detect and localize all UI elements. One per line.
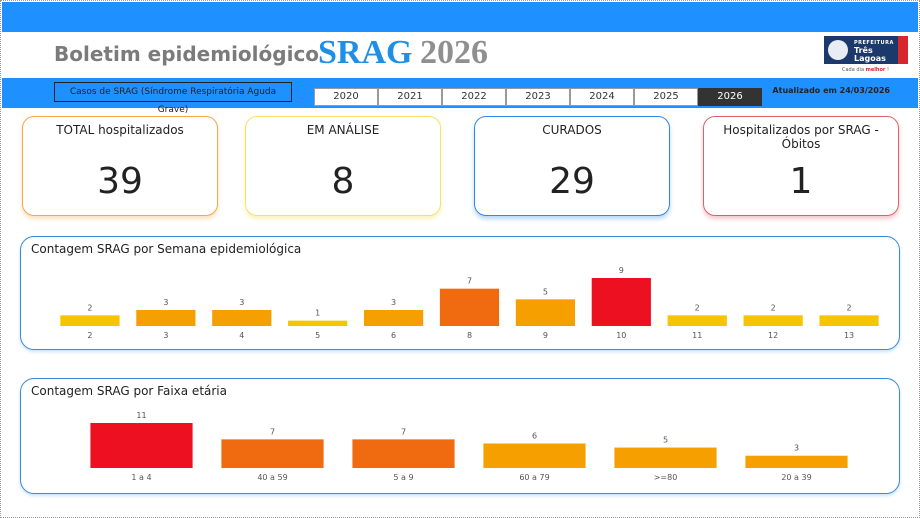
semana-value-label: 3 <box>391 298 396 307</box>
semana-bar-11[interactable] <box>667 315 727 326</box>
semana-value-label: 2 <box>87 303 92 312</box>
logo-slogan: Cada dia melhor ! <box>842 67 889 73</box>
faixa-category-label: 60 a 79 <box>519 473 549 482</box>
semana-value-label: 3 <box>239 298 244 307</box>
semana-value-label: 7 <box>467 277 472 286</box>
card-obitos-value: 1 <box>789 161 813 202</box>
semana-category-label: 3 <box>163 331 168 340</box>
semana-category-label: 6 <box>391 331 396 340</box>
card-total-value: 39 <box>97 161 143 202</box>
card-curados: CURADOS 29 <box>474 116 670 216</box>
year-button-2021[interactable]: 2021 <box>378 88 442 106</box>
subtitle-box: Casos de SRAG (Síndrome Respiratória Agu… <box>54 82 292 115</box>
semana-category-label: 2 <box>87 331 92 340</box>
card-total-hospitalizados: TOTAL hospitalizados 39 <box>22 116 218 216</box>
semana-value-label: 3 <box>163 298 168 307</box>
faixa-category-label: 1 a 4 <box>131 473 151 482</box>
faixa-value-label: 5 <box>663 436 668 445</box>
faixa-bar-1 a 4[interactable] <box>90 423 193 468</box>
card-curados-label: CURADOS <box>542 123 602 137</box>
card-total-label: TOTAL hospitalizados <box>56 123 184 137</box>
semana-bar-13[interactable] <box>819 315 879 326</box>
card-curados-value: 29 <box>549 161 595 202</box>
semana-bar-9[interactable] <box>515 299 576 326</box>
chart-semana: 2 2 3 3 3 4 1 5 3 6 7 8 5 9 9 10 2 11 2 12 2 13 <box>60 266 879 340</box>
logo-prefix: PREFEITURA <box>854 40 894 46</box>
faixa-bar-60 a 79[interactable] <box>483 443 586 468</box>
city-logo: PREFEITURA Três Lagoas Cada dia melhor ! <box>824 36 908 76</box>
semana-category-label: 12 <box>768 331 778 340</box>
chart-title-faixa: Contagem SRAG por Faixa etária <box>31 384 227 398</box>
card-obitos: Hospitalizados por SRAG - Óbitos 1 <box>703 116 899 216</box>
updated-label: Atualizado em 24/03/2026 <box>772 86 890 95</box>
faixa-category-label: 5 a 9 <box>393 473 413 482</box>
semana-category-label: 4 <box>239 331 244 340</box>
semana-bar-6[interactable] <box>363 310 424 326</box>
faixa-value-label: 7 <box>401 427 406 436</box>
logo-name: Três Lagoas <box>854 46 886 63</box>
top-banner <box>2 2 918 32</box>
semana-bar-3[interactable] <box>136 310 196 326</box>
semana-category-label: 13 <box>844 331 854 340</box>
card-analise-label: EM ANÁLISE <box>306 123 380 137</box>
semana-value-label: 2 <box>771 303 776 312</box>
faixa-bar-40 a 59[interactable] <box>221 439 324 468</box>
year-button-2023[interactable]: 2023 <box>506 88 570 106</box>
chart-panel-semana: Contagem SRAG por Semana epidemiológica … <box>20 236 900 350</box>
faixa-value-label: 7 <box>270 427 275 436</box>
faixa-bar->=80[interactable] <box>614 447 717 468</box>
year-slicer: 2020 2021 2022 2023 2024 2025 2026 <box>314 88 762 106</box>
faixa-bar-5 a 9[interactable] <box>352 439 455 468</box>
logo-slogan-post: ! <box>885 67 889 73</box>
faixa-category-label: 20 a 39 <box>781 473 811 482</box>
faixa-value-label: 11 <box>136 411 146 420</box>
faixa-category-label: 40 a 59 <box>257 473 287 482</box>
card-analise-value: 8 <box>331 161 355 202</box>
faixa-category-label: >=80 <box>654 473 678 482</box>
faixa-value-label: 3 <box>794 444 799 453</box>
semana-bar-2[interactable] <box>60 315 120 326</box>
semana-category-label: 11 <box>692 331 702 340</box>
faixa-bar-20 a 39[interactable] <box>745 455 848 468</box>
semana-bar-8[interactable] <box>439 288 500 326</box>
semana-category-label: 8 <box>467 331 472 340</box>
card-obitos-label: Hospitalizados por SRAG - Óbitos <box>723 123 879 151</box>
chart-faixa: 11 1 a 4 7 40 a 59 7 5 a 9 6 60 a 79 5 >=80 3 20 a … <box>90 411 848 482</box>
semana-bar-4[interactable] <box>212 310 272 326</box>
semana-bar-5[interactable] <box>288 320 348 326</box>
logo-slogan-bold: melhor <box>865 67 886 73</box>
year-button-2022[interactable]: 2022 <box>442 88 506 106</box>
year-button-2020[interactable]: 2020 <box>314 88 378 106</box>
year-heading: 2026 <box>420 34 488 71</box>
year-button-2026[interactable]: 2026 <box>698 88 762 106</box>
card-em-analise: EM ANÁLISE 8 <box>245 116 441 216</box>
semana-bar-10[interactable] <box>591 278 651 326</box>
semana-value-label: 2 <box>695 303 700 312</box>
chart-title-semana: Contagem SRAG por Semana epidemiológica <box>31 242 302 256</box>
semana-value-label: 9 <box>619 266 624 275</box>
semana-category-label: 5 <box>315 331 320 340</box>
srag-heading: SRAG <box>318 34 413 71</box>
semana-category-label: 9 <box>543 331 548 340</box>
chart-panel-faixa: Contagem SRAG por Faixa etária 11 1 a 4 7 4… <box>20 378 900 494</box>
year-button-2024[interactable]: 2024 <box>570 88 634 106</box>
faixa-value-label: 6 <box>532 431 537 440</box>
year-button-2025[interactable]: 2025 <box>634 88 698 106</box>
city-seal-icon <box>828 40 848 60</box>
semana-value-label: 5 <box>543 287 548 296</box>
logo-slogan-pre: Cada dia <box>842 67 866 73</box>
semana-bar-12[interactable] <box>743 315 803 326</box>
semana-value-label: 1 <box>315 309 320 318</box>
semana-category-label: 10 <box>616 331 626 340</box>
page-title: Boletim epidemiológico <box>54 42 320 66</box>
logo-flag <box>898 36 908 64</box>
semana-value-label: 2 <box>846 303 851 312</box>
